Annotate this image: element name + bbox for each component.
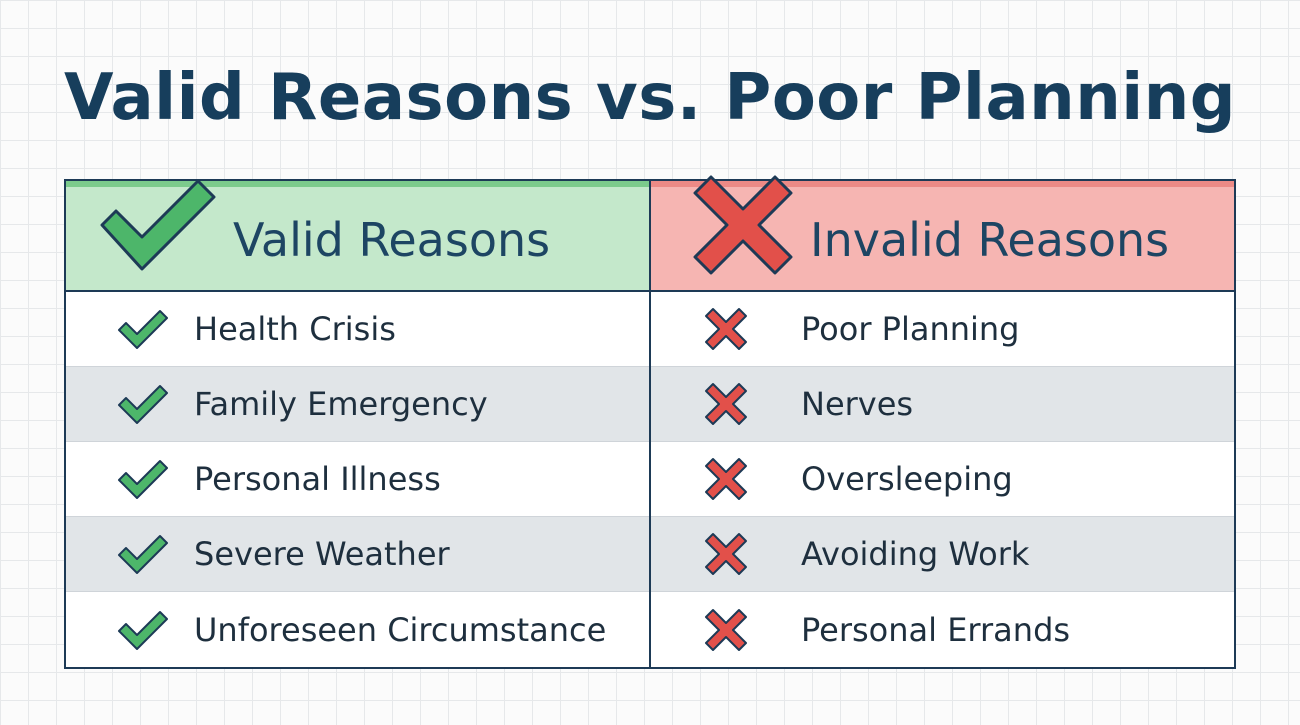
list-item: Severe Weather xyxy=(66,517,649,592)
checkmark-icon xyxy=(118,610,168,650)
valid-reason-label: Family Emergency xyxy=(194,385,488,423)
valid-reason-label: Health Crisis xyxy=(194,310,396,348)
list-item: Health Crisis xyxy=(66,292,649,367)
valid-reason-label: Personal Illness xyxy=(194,460,441,498)
valid-reason-label: Unforeseen Circumstance xyxy=(194,610,607,649)
invalid-reasons-title: Invalid Reasons xyxy=(810,213,1170,267)
checkmark-icon xyxy=(118,460,168,499)
cross-icon xyxy=(705,383,747,425)
valid-reasons-column: Valid Reasons Health Crisis Family Emerg… xyxy=(66,179,649,667)
invalid-reason-label: Nerves xyxy=(801,385,914,423)
valid-reasons-header: Valid Reasons xyxy=(66,179,649,292)
list-item: Nerves xyxy=(651,367,1234,442)
valid-reasons-list: Health Crisis Family Emergency Personal … xyxy=(66,292,649,667)
cross-icon xyxy=(705,308,747,350)
cross-icon xyxy=(693,175,793,275)
invalid-reason-label: Oversleeping xyxy=(801,460,1013,498)
list-item: Avoiding Work xyxy=(651,517,1234,592)
comparison-table: Valid Reasons Health Crisis Family Emerg… xyxy=(64,175,1236,669)
invalid-reasons-header: Invalid Reasons xyxy=(651,175,1234,292)
invalid-reasons-list: Poor Planning Nerves Oversleeping Avoidi… xyxy=(651,292,1234,667)
invalid-reason-label: Poor Planning xyxy=(801,310,1020,348)
list-item: Poor Planning xyxy=(651,292,1234,367)
page-title: Valid Reasons vs. Poor Planning xyxy=(63,61,1237,135)
cross-icon xyxy=(705,458,747,500)
list-item: Family Emergency xyxy=(66,367,649,442)
cross-icon xyxy=(705,608,747,651)
list-item: Oversleeping xyxy=(651,442,1234,517)
checkmark-icon xyxy=(118,310,168,349)
checkmark-icon xyxy=(118,385,168,424)
list-item: Personal Illness xyxy=(66,442,649,517)
valid-reason-label: Severe Weather xyxy=(194,535,450,573)
invalid-reason-label: Avoiding Work xyxy=(801,535,1030,573)
list-item: Unforeseen Circumstance xyxy=(66,592,649,667)
invalid-reason-label: Personal Errands xyxy=(801,610,1071,649)
valid-reasons-title: Valid Reasons xyxy=(233,213,551,267)
list-item: Personal Errands xyxy=(651,592,1234,667)
checkmark-icon xyxy=(100,179,216,271)
invalid-reasons-column: Invalid Reasons Poor Planning Nerves Ove… xyxy=(649,175,1234,667)
checkmark-icon xyxy=(118,535,168,574)
cross-icon xyxy=(705,533,747,575)
